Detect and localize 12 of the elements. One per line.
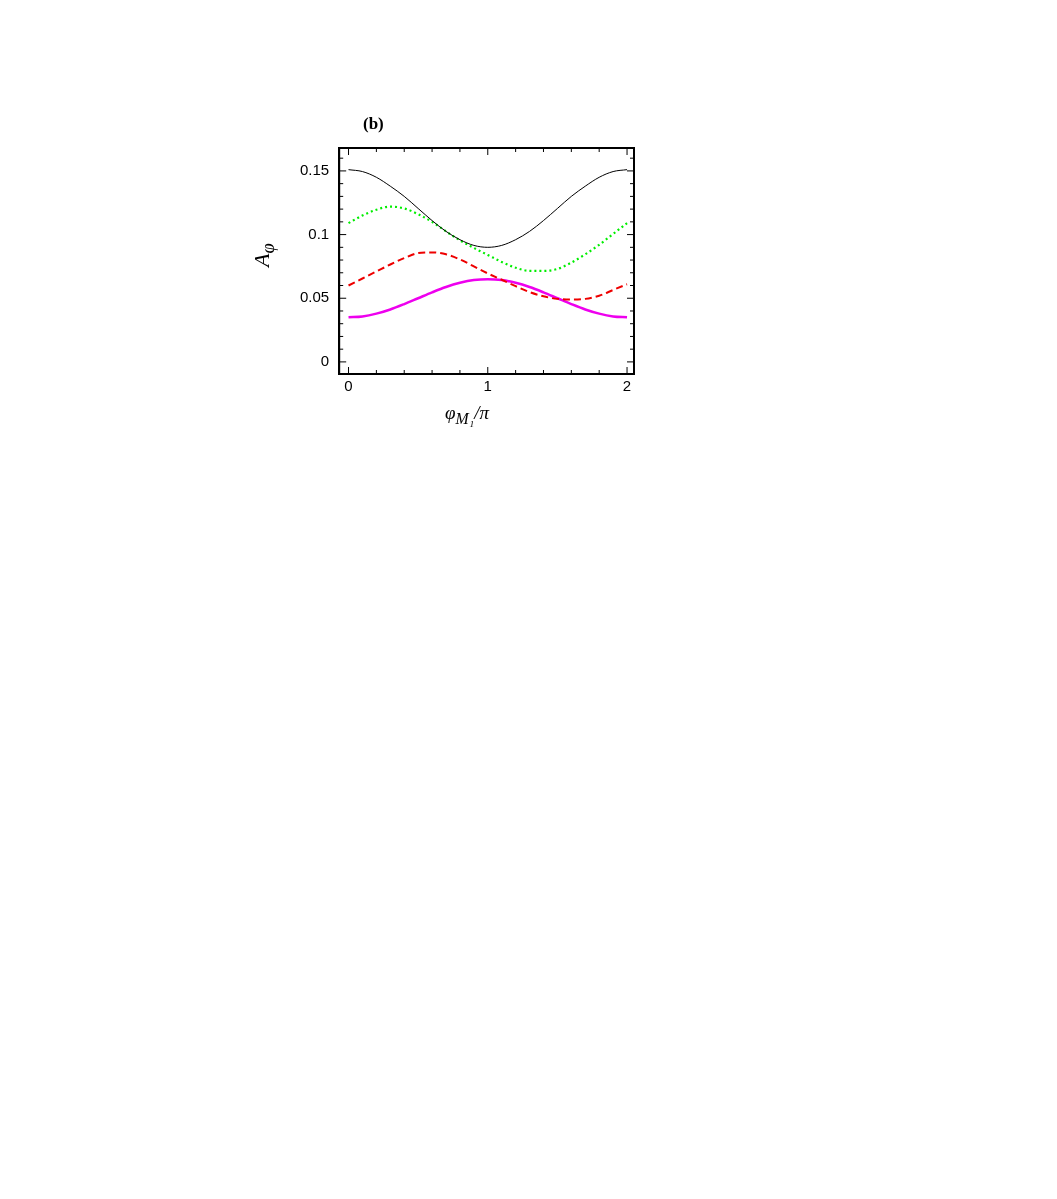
x-axis-title: φ$_{M₁}$/π (445, 402, 490, 428)
y-tick-label: 0 (320, 352, 330, 370)
x-tick-label: 1 (483, 377, 492, 395)
x-tick-label: 2 (622, 377, 632, 395)
y-tick-label: 0.05 (299, 288, 330, 306)
y-tick-label: 0.1 (308, 224, 330, 242)
line-series (347, 205, 629, 272)
line-series (347, 277, 629, 319)
y-tick-label: 0.15 (299, 161, 330, 179)
line-series (347, 251, 629, 301)
chart-title: (b) (363, 114, 384, 134)
x-tick-label: 0 (344, 377, 353, 395)
